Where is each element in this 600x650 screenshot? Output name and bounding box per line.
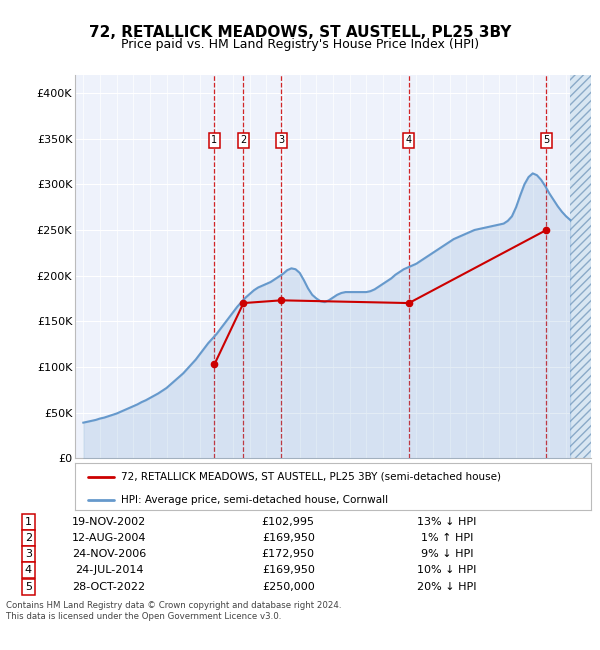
Text: 20% ↓ HPI: 20% ↓ HPI (417, 582, 477, 592)
Text: 3: 3 (278, 135, 284, 146)
Text: 3: 3 (25, 549, 32, 559)
Text: 2: 2 (25, 533, 32, 543)
Text: Price paid vs. HM Land Registry's House Price Index (HPI): Price paid vs. HM Land Registry's House … (121, 38, 479, 51)
Text: 28-OCT-2022: 28-OCT-2022 (73, 582, 145, 592)
Text: £172,950: £172,950 (262, 549, 315, 559)
Bar (570, 75, 591, 458)
Text: 19-NOV-2002: 19-NOV-2002 (72, 517, 146, 526)
Text: 5: 5 (25, 582, 32, 592)
Text: 1: 1 (211, 135, 218, 146)
Text: 4: 4 (406, 135, 412, 146)
Bar (570, 75, 591, 458)
Text: 24-JUL-2014: 24-JUL-2014 (74, 566, 143, 575)
Text: 5: 5 (543, 135, 550, 146)
Text: Contains HM Land Registry data © Crown copyright and database right 2024.
This d: Contains HM Land Registry data © Crown c… (6, 601, 341, 621)
Text: £102,995: £102,995 (262, 517, 315, 526)
Text: 24-NOV-2006: 24-NOV-2006 (72, 549, 146, 559)
Text: 9% ↓ HPI: 9% ↓ HPI (421, 549, 473, 559)
Text: 1: 1 (25, 517, 32, 526)
Text: 72, RETALLICK MEADOWS, ST AUSTELL, PL25 3BY: 72, RETALLICK MEADOWS, ST AUSTELL, PL25 … (89, 25, 511, 40)
Text: 10% ↓ HPI: 10% ↓ HPI (418, 566, 476, 575)
Text: £169,950: £169,950 (262, 566, 314, 575)
Text: 72, RETALLICK MEADOWS, ST AUSTELL, PL25 3BY (semi-detached house): 72, RETALLICK MEADOWS, ST AUSTELL, PL25 … (121, 471, 502, 482)
Text: 12-AUG-2004: 12-AUG-2004 (71, 533, 146, 543)
Text: 13% ↓ HPI: 13% ↓ HPI (418, 517, 476, 526)
Text: £169,950: £169,950 (262, 533, 314, 543)
Text: £250,000: £250,000 (262, 582, 314, 592)
Text: 4: 4 (25, 566, 32, 575)
Text: 1% ↑ HPI: 1% ↑ HPI (421, 533, 473, 543)
Text: 2: 2 (241, 135, 247, 146)
Text: HPI: Average price, semi-detached house, Cornwall: HPI: Average price, semi-detached house,… (121, 495, 389, 505)
